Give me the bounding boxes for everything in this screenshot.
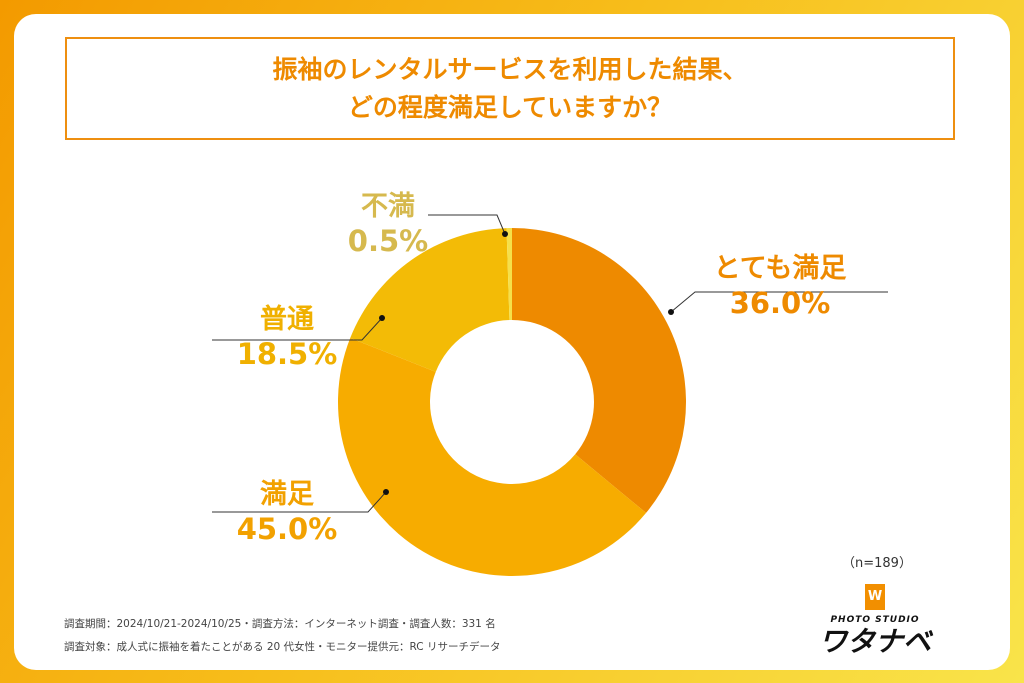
label-dissatisfied: 不満 0.5% bbox=[323, 190, 453, 258]
slice-2 bbox=[350, 228, 510, 372]
label-satisfied: 満足 45.0% bbox=[207, 478, 367, 546]
chart-title: 振袖のレンタルサービスを利用した結果、 どの程度満足していますか？ bbox=[65, 37, 955, 140]
label-very-satisfied: とても満足 36.0% bbox=[690, 252, 870, 320]
category-label: とても満足 bbox=[713, 253, 847, 284]
slice-0 bbox=[512, 228, 686, 513]
leader-line-0 bbox=[670, 291, 888, 313]
title-line-1: 振袖のレンタルサービスを利用した結果、 bbox=[272, 54, 748, 84]
slice-1 bbox=[338, 337, 647, 576]
logo-mark: W bbox=[865, 584, 885, 610]
logo-main: ワタナベ bbox=[818, 625, 931, 658]
logo-sub: PHOTO STUDIO bbox=[830, 615, 920, 625]
value-label: 0.5% bbox=[347, 224, 429, 258]
leader-dot-3 bbox=[502, 231, 508, 237]
label-neutral: 普通 18.5% bbox=[207, 303, 367, 371]
value-label: 36.0% bbox=[729, 286, 831, 320]
leader-dot-0 bbox=[668, 309, 674, 315]
slice-3 bbox=[506, 228, 512, 321]
category-label: 満足 bbox=[260, 479, 314, 510]
leader-dot-1 bbox=[383, 489, 389, 495]
sample-size: （n=189） bbox=[842, 556, 912, 571]
value-label: 45.0% bbox=[236, 512, 338, 546]
category-label: 不満 bbox=[361, 191, 415, 222]
leader-line-1 bbox=[212, 491, 387, 513]
leader-line-2 bbox=[212, 317, 383, 341]
logo: W PHOTO STUDIO ワタナベ bbox=[790, 584, 960, 658]
category-label: 普通 bbox=[260, 304, 314, 335]
footer-line-2: 調査対象：成人式に振袖を着たことがある 20 代女性・モニター提供元：RC リサ… bbox=[64, 641, 501, 653]
value-label: 18.5% bbox=[236, 337, 338, 371]
leader-dot-2 bbox=[379, 315, 385, 321]
leader-line-3 bbox=[428, 214, 506, 235]
footer-line-1: 調査期間：2024/10/21-2024/10/25・調査方法：インターネット調… bbox=[64, 618, 496, 630]
title-line-2: どの程度満足していますか？ bbox=[347, 92, 673, 122]
